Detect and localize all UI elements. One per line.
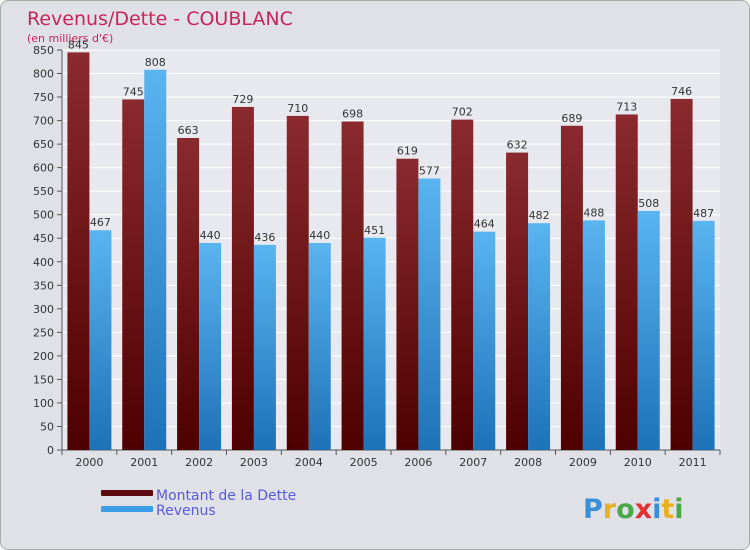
y-tick-label: 500 <box>33 209 54 222</box>
y-tick-label: 100 <box>33 397 54 410</box>
bar-dette <box>67 52 90 451</box>
y-tick-label: 650 <box>33 138 54 151</box>
y-tick-label: 750 <box>33 91 54 104</box>
data-label-revenus: 451 <box>364 224 385 237</box>
y-tick-label: 350 <box>33 279 54 292</box>
data-label-dette: 702 <box>452 106 473 119</box>
y-tick-label: 450 <box>33 232 54 245</box>
bar-dette <box>560 125 583 450</box>
bar-revenus <box>308 242 331 450</box>
bar-revenus <box>144 69 167 450</box>
legend-swatch-revenus <box>101 506 153 512</box>
y-tick-label: 850 <box>33 44 54 57</box>
y-tick-label: 0 <box>47 444 54 457</box>
y-tick-label: 400 <box>33 256 54 269</box>
x-tick-label: 2010 <box>624 456 652 469</box>
bar-dette <box>451 119 474 450</box>
bar-dette <box>615 114 638 451</box>
bar-dette <box>177 138 200 450</box>
proxiti-logo: Proxiti <box>583 494 684 525</box>
y-tick-label: 200 <box>33 350 54 363</box>
plot-background <box>62 50 720 450</box>
x-tick-label: 2011 <box>679 456 707 469</box>
data-label-revenus: 467 <box>90 216 111 229</box>
data-label-revenus: 487 <box>693 207 714 220</box>
bar-dette <box>122 99 145 450</box>
y-tick-label: 700 <box>33 115 54 128</box>
data-label-revenus: 577 <box>419 164 440 177</box>
bar-revenus <box>363 237 386 450</box>
bar-dette <box>670 98 693 451</box>
y-tick-label: 150 <box>33 373 54 386</box>
legend-swatch-debt <box>101 490 153 496</box>
bar-revenus <box>692 220 715 450</box>
bar-revenus <box>528 223 551 450</box>
x-tick-label: 2009 <box>569 456 597 469</box>
chart-title: Revenus/Dette - COUBLANC <box>27 8 293 30</box>
data-label-dette: 689 <box>561 112 582 125</box>
x-tick-label: 2006 <box>404 456 432 469</box>
y-tick-label: 600 <box>33 162 54 175</box>
x-tick-label: 2000 <box>75 456 103 469</box>
data-label-revenus: 482 <box>529 209 550 222</box>
bar-revenus <box>199 242 222 450</box>
data-label-dette: 663 <box>178 124 199 137</box>
data-label-dette: 729 <box>232 93 253 106</box>
data-label-dette: 632 <box>507 139 528 152</box>
y-tick-label: 550 <box>33 185 54 198</box>
data-label-revenus: 440 <box>200 229 221 242</box>
x-tick-label: 2004 <box>295 456 323 469</box>
bar-revenus <box>637 210 660 450</box>
bar-dette <box>231 106 254 451</box>
x-tick-label: 2003 <box>240 456 268 469</box>
data-label-revenus: 464 <box>474 218 495 231</box>
legend-label-revenus: Revenus <box>156 503 216 519</box>
data-label-dette: 746 <box>671 85 692 98</box>
plot-area: 0 50 100 150 200 250 300 350 400 450 500 550 600 650 7… <box>33 38 721 469</box>
data-label-revenus: 440 <box>309 229 330 242</box>
data-label-dette: 698 <box>342 108 363 121</box>
data-label-dette: 710 <box>287 102 308 115</box>
data-label-dette: 845 <box>68 38 89 51</box>
chart-subtitle: (en milliers d'€) <box>27 32 113 45</box>
data-label-revenus: 436 <box>254 231 275 244</box>
bar-dette <box>506 152 529 450</box>
legend: Montant de la Dette Revenus <box>101 488 296 519</box>
legend-label-debt: Montant de la Dette <box>156 488 296 504</box>
bar-dette <box>396 158 419 451</box>
y-tick-label: 50 <box>40 420 54 433</box>
svg-text:Proxiti: Proxiti <box>583 494 684 525</box>
bar-revenus <box>253 244 276 450</box>
x-tick-label: 2001 <box>130 456 158 469</box>
bar-dette <box>286 115 309 450</box>
data-label-revenus: 488 <box>583 206 604 219</box>
y-tick-label: 300 <box>33 303 54 316</box>
bar-revenus <box>418 178 441 450</box>
y-tick-label: 250 <box>33 326 54 339</box>
data-label-dette: 619 <box>397 145 418 158</box>
data-label-revenus: 808 <box>145 56 166 69</box>
bar-revenus <box>89 230 112 450</box>
bar-revenus <box>582 220 605 450</box>
bar-dette <box>341 121 364 450</box>
x-tick-label: 2007 <box>459 456 487 469</box>
x-tick-label: 2005 <box>350 456 378 469</box>
x-tick-label: 2002 <box>185 456 213 469</box>
bar-revenus <box>473 231 496 450</box>
data-label-revenus: 508 <box>638 197 659 210</box>
data-label-dette: 745 <box>123 85 144 98</box>
data-label-dette: 713 <box>616 100 637 113</box>
x-tick-label: 2008 <box>514 456 542 469</box>
y-tick-label: 800 <box>33 68 54 81</box>
